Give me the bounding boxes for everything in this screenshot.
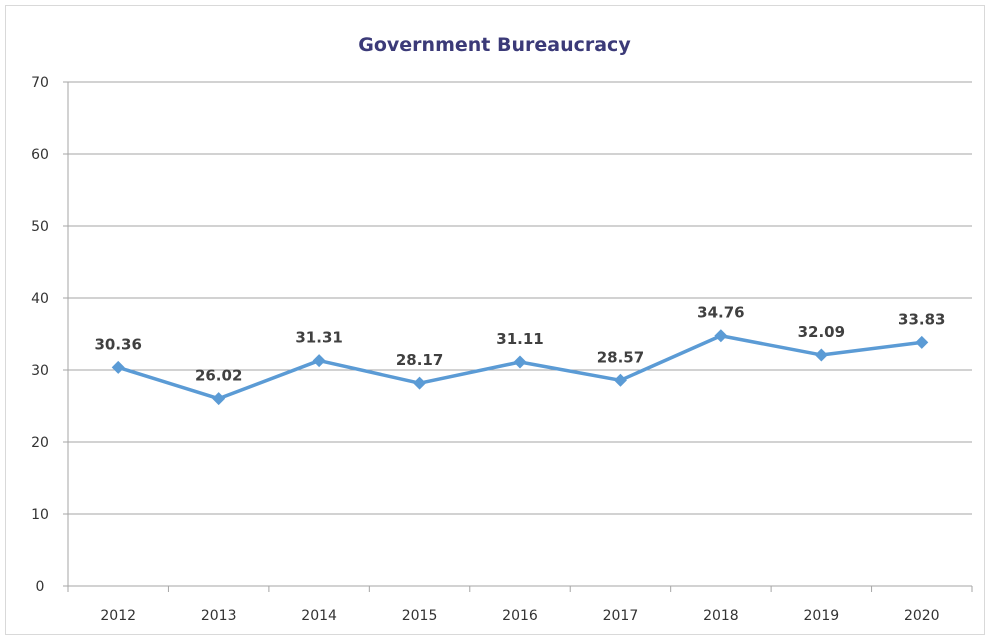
data-point-marker [714,329,728,343]
data-point-marker [814,348,828,362]
x-tick-label: 2016 [502,608,538,624]
x-tick-label: 2012 [100,608,136,624]
y-tick-label: 60 [31,147,49,163]
x-tick-label: 2020 [904,608,940,624]
y-tick-label: 20 [31,435,49,451]
y-tick-label: 70 [31,75,49,91]
data-label: 33.83 [898,310,945,328]
data-labels: 30.36 26.02 31.31 28.17 31.11 28.57 34.76 32.09… [94,304,945,385]
data-label: 30.36 [94,335,141,353]
chart-title: Government Bureaucracy [358,34,631,56]
data-label: 28.57 [597,348,644,366]
y-tick-label: 30 [31,363,49,379]
data-point-marker [312,354,326,368]
x-tick-label: 2018 [703,608,739,624]
data-label: 32.09 [798,323,845,341]
x-tick-label: 2014 [301,608,337,624]
x-tick-label: 2019 [804,608,840,624]
data-label: 26.02 [195,367,242,385]
x-axis-tick-labels: 2012 2013 2014 2015 2016 2017 2018 2019 2020 [100,608,939,624]
axes [63,82,973,592]
data-series [111,329,929,406]
data-label: 34.76 [697,304,744,322]
data-label: 28.17 [396,351,443,369]
y-axis-tick-labels: 0 10 20 30 40 50 60 70 [31,75,49,595]
data-point-marker [413,376,427,390]
y-tick-label: 10 [31,507,49,523]
data-point-marker [212,392,226,406]
data-point-marker [613,373,627,387]
data-point-marker [513,355,527,369]
y-tick-label: 50 [31,219,49,235]
chart-area [5,5,985,635]
x-tick-label: 2015 [402,608,438,624]
data-point-marker [915,335,929,349]
y-tick-label: 0 [36,579,45,595]
data-point-marker [111,360,125,374]
data-label: 31.31 [295,329,342,347]
data-label: 31.11 [496,330,543,348]
y-tick-label: 40 [31,291,49,307]
x-tick-label: 2017 [603,608,639,624]
x-tick-label: 2013 [201,608,237,624]
gridlines [63,81,972,515]
